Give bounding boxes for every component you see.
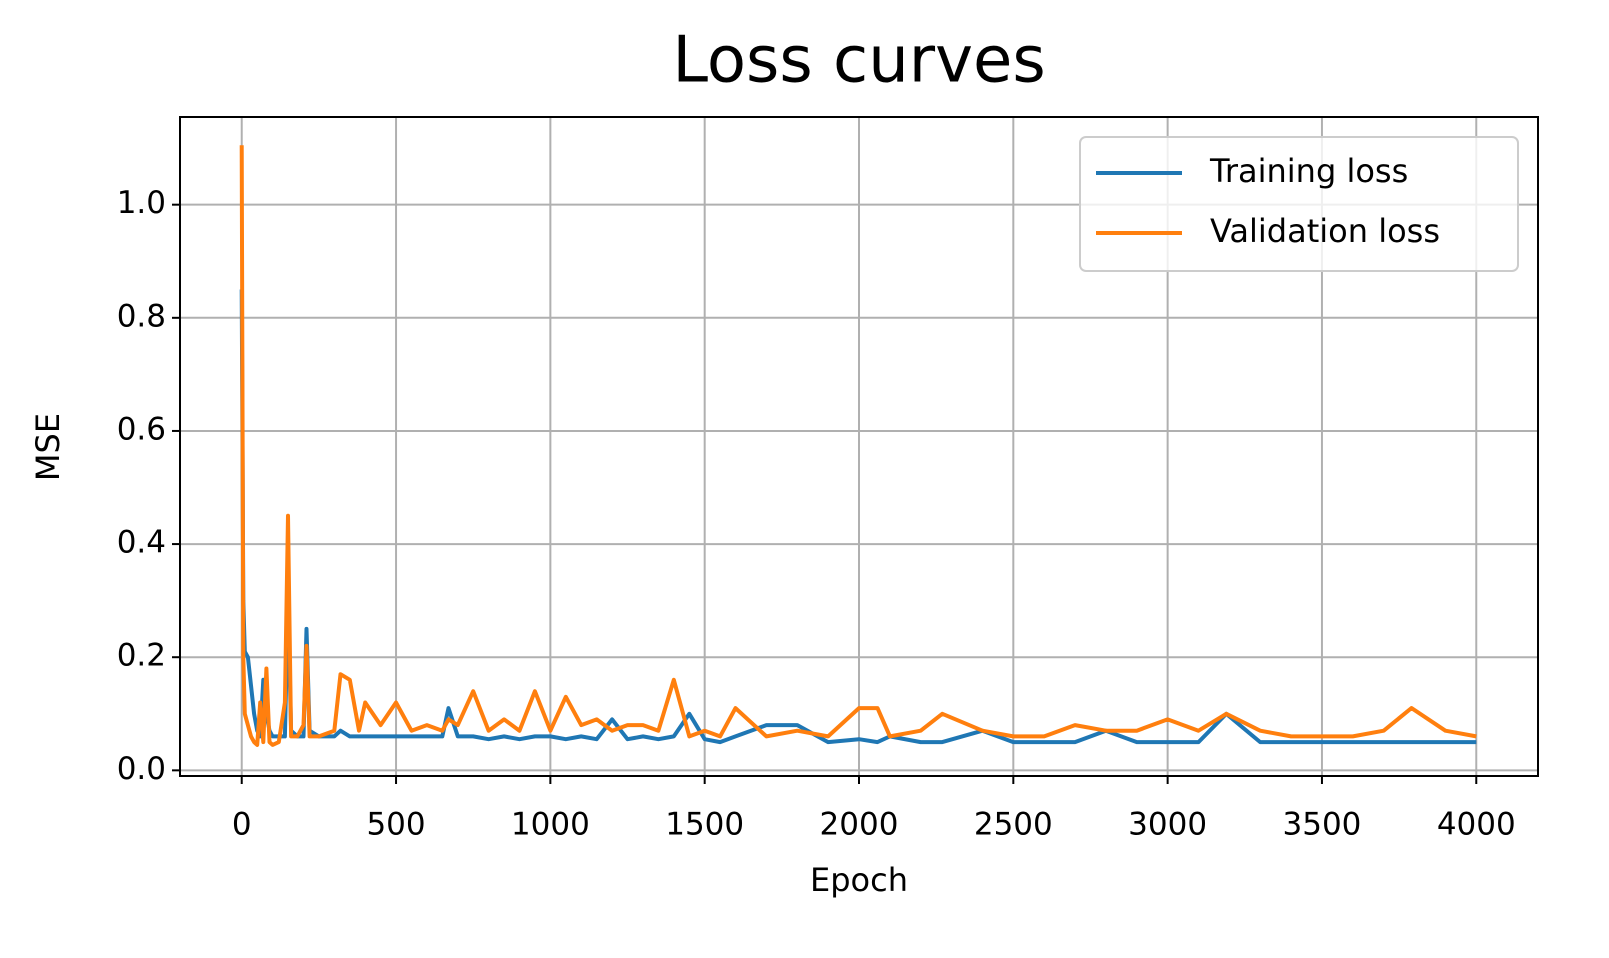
x-tick-label: 3500 <box>1283 807 1362 843</box>
x-tick-label: 0 <box>232 807 252 843</box>
x-tick-label: 1500 <box>665 807 744 843</box>
y-tick-label: 0.0 <box>117 751 166 787</box>
plot-frame <box>179 116 1539 777</box>
y-tick-label: 0.6 <box>117 411 166 447</box>
legend-label: Training loss <box>1209 152 1408 190</box>
legend-label: Validation loss <box>1210 212 1440 250</box>
y-tick-label: 0.4 <box>117 525 166 561</box>
legend: Training loss Validation loss <box>1079 136 1519 272</box>
legend-box <box>1079 136 1519 272</box>
x-tick-label: 2000 <box>820 807 899 843</box>
y-tick-label: 0.2 <box>117 638 166 674</box>
line-series <box>239 289 1477 745</box>
x-tick-label: 1000 <box>511 807 590 843</box>
y-tick-label: 0.8 <box>117 298 166 334</box>
x-tick-label: 4000 <box>1437 807 1516 843</box>
line-series <box>239 145 1477 747</box>
x-tick-label: 3000 <box>1128 807 1207 843</box>
y-tick-label: 1.0 <box>117 185 166 221</box>
x-axis-label: Epoch <box>810 861 908 899</box>
x-tick-label: 500 <box>366 807 425 843</box>
x-tick-label: 2500 <box>974 807 1053 843</box>
chart-title: Loss curves <box>672 24 1045 98</box>
y-axis-label: MSE <box>29 413 67 481</box>
